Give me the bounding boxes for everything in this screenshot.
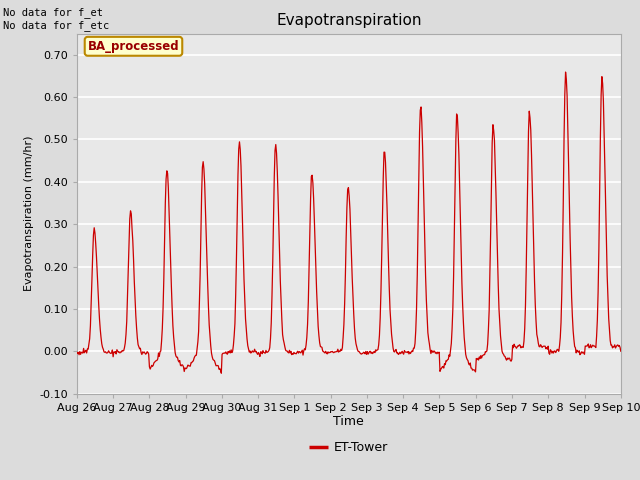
Text: BA_processed: BA_processed <box>88 40 179 53</box>
Y-axis label: Evapotranspiration (mm/hr): Evapotranspiration (mm/hr) <box>24 136 33 291</box>
Title: Evapotranspiration: Evapotranspiration <box>276 13 422 28</box>
Legend: ET-Tower: ET-Tower <box>304 436 394 459</box>
X-axis label: Time: Time <box>333 415 364 429</box>
Text: No data for f_et
No data for f_etc: No data for f_et No data for f_etc <box>3 7 109 31</box>
